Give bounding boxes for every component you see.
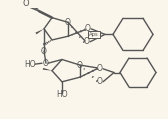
Text: HO: HO [24, 60, 36, 69]
Polygon shape [43, 68, 52, 71]
Text: O: O [23, 0, 29, 8]
Text: O: O [43, 59, 49, 68]
Polygon shape [35, 29, 44, 34]
Text: O: O [84, 37, 90, 46]
Text: O: O [97, 77, 103, 86]
Text: O: O [65, 18, 71, 27]
Text: HO: HO [56, 90, 68, 99]
Text: O: O [97, 64, 103, 73]
Text: O: O [77, 61, 83, 70]
Text: O: O [41, 47, 47, 56]
Text: O: O [85, 24, 91, 33]
Text: Aps: Aps [89, 32, 99, 37]
